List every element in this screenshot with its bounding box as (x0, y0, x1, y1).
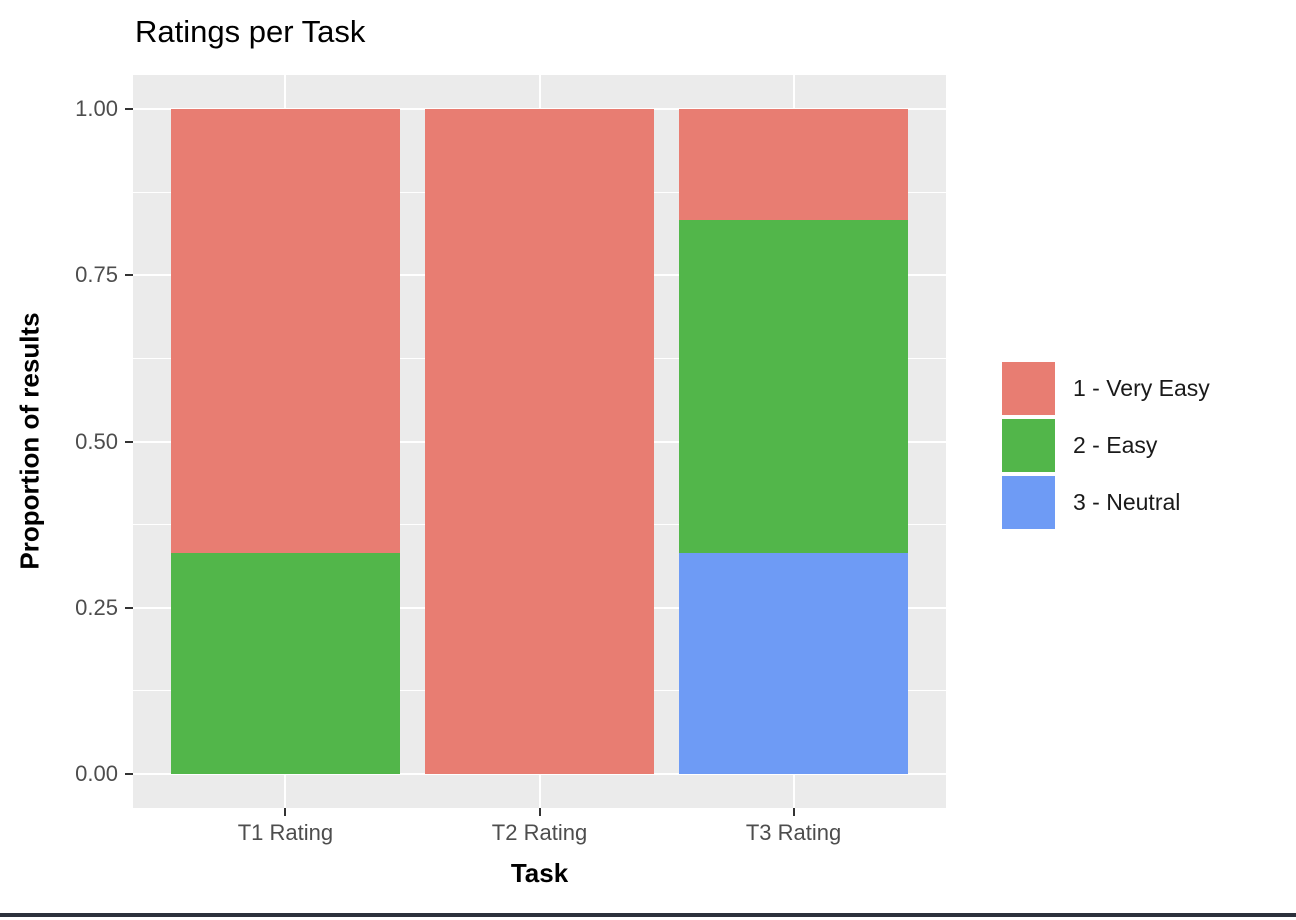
y-tick-mark (125, 108, 133, 110)
plot-panel (133, 75, 946, 808)
x-axis-title: Task (510, 858, 569, 888)
y-tick-mark (125, 773, 133, 775)
legend-item: 3 - Neutral (1002, 476, 1210, 529)
legend-label: 2 - Easy (1073, 432, 1158, 458)
x-tick-label: T3 Rating (745, 820, 842, 845)
y-tick-label: 1.00 (75, 96, 118, 121)
bar-segment (171, 109, 400, 553)
y-tick-mark (125, 274, 133, 277)
legend-item: 1 - Very Easy (1002, 362, 1210, 415)
x-tick-label: T2 Rating (491, 820, 588, 845)
chart-title: Ratings per Task (135, 14, 366, 49)
x-tick-label: T1 Rating (237, 820, 334, 845)
x-tick-mark (792, 808, 795, 816)
x-tick-mark (538, 808, 541, 816)
legend-key-swatch (1002, 419, 1055, 472)
legend-item: 2 - Easy (1002, 419, 1210, 472)
legend: 1 - Very Easy 2 - Easy 3 - Neutral (1002, 362, 1210, 529)
bottom-border-line (0, 913, 1296, 917)
bar-segment (679, 220, 908, 553)
y-tick-mark (125, 606, 133, 609)
y-tick-label: 0.00 (75, 761, 118, 786)
y-tick-label: 0.25 (75, 594, 118, 620)
y-tick-label: 0.75 (75, 262, 118, 288)
bar-segment (425, 109, 654, 774)
y-tick-label: 0.50 (75, 428, 118, 454)
legend-label: 3 - Neutral (1073, 489, 1181, 515)
x-tick-mark (284, 808, 287, 816)
bar-segment (679, 552, 908, 774)
legend-label: 1 - Very Easy (1073, 375, 1210, 401)
bar-segment (679, 109, 908, 221)
legend-key-swatch (1002, 362, 1055, 415)
bar-segment (171, 552, 400, 774)
y-tick-mark (125, 440, 133, 443)
legend-key-swatch (1002, 476, 1055, 529)
